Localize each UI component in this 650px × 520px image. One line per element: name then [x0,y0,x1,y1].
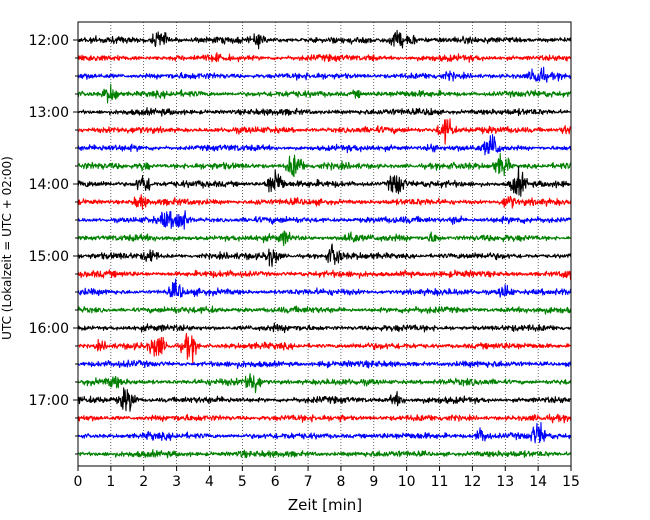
x-tick-label-2: 2 [139,474,148,490]
trace-1600 [77,322,572,334]
x-tick-label-13: 13 [496,474,514,490]
trace-1430 [77,210,572,230]
trace-1400 [77,165,572,197]
trace-1330 [77,134,572,156]
y-tick-label-1700: 17:00 [29,393,69,409]
x-tick-label-12: 12 [463,474,481,490]
x-tick-label-11: 11 [431,474,449,490]
y-tick-label-1600: 16:00 [29,321,69,337]
x-tick-label-3: 3 [172,474,181,490]
trace-1715 [77,413,572,424]
x-axis-label: Zeit [min] [288,496,362,514]
axis-ticks: 0 1 2 3 4 5 6 7 8 9 10 11 12 13 14 1512:0013:0014:0015:… [29,33,580,490]
x-tick-label-9: 9 [369,474,378,490]
trace-1300 [77,107,572,117]
trace-1530 [77,278,572,298]
trace-1630 [77,359,572,369]
x-tick-label-0: 0 [74,474,83,490]
x-tick-label-15: 15 [562,474,580,490]
trace-1200 [77,29,572,50]
grid-lines [110,22,539,466]
trace-1700 [77,387,572,412]
x-tick-label-8: 8 [336,474,345,490]
trace-1515 [77,269,572,281]
trace-1245 [77,83,572,104]
trace-1545 [77,305,572,315]
y-axis-label: UTC (Lokalzeit = UTC + 02:00) [0,156,14,340]
trace-1315 [77,118,572,145]
trace-1215 [77,52,572,63]
x-tick-label-10: 10 [398,474,416,490]
x-tick-label-6: 6 [271,474,280,490]
trace-1500 [77,243,572,268]
y-tick-label-1200: 12:00 [29,33,69,49]
x-tick-label-1: 1 [106,474,115,490]
trace-1615 [77,333,572,364]
x-tick-label-5: 5 [238,474,247,490]
x-tick-label-7: 7 [304,474,313,490]
trace-1645 [77,373,572,394]
trace-1445 [77,230,572,247]
trace-1730 [77,422,572,444]
x-tick-label-4: 4 [205,474,214,490]
trace-1230 [77,66,572,83]
y-tick-label-1400: 14:00 [29,177,69,193]
y-tick-label-1500: 15:00 [29,249,69,265]
x-tick-label-14: 14 [529,474,547,490]
trace-1415 [77,194,572,210]
seismic-traces [77,29,572,459]
plot-frame [77,21,572,467]
trace-1745 [77,449,572,459]
trace-1345 [77,152,572,178]
y-tick-label-1300: 13:00 [29,105,69,121]
